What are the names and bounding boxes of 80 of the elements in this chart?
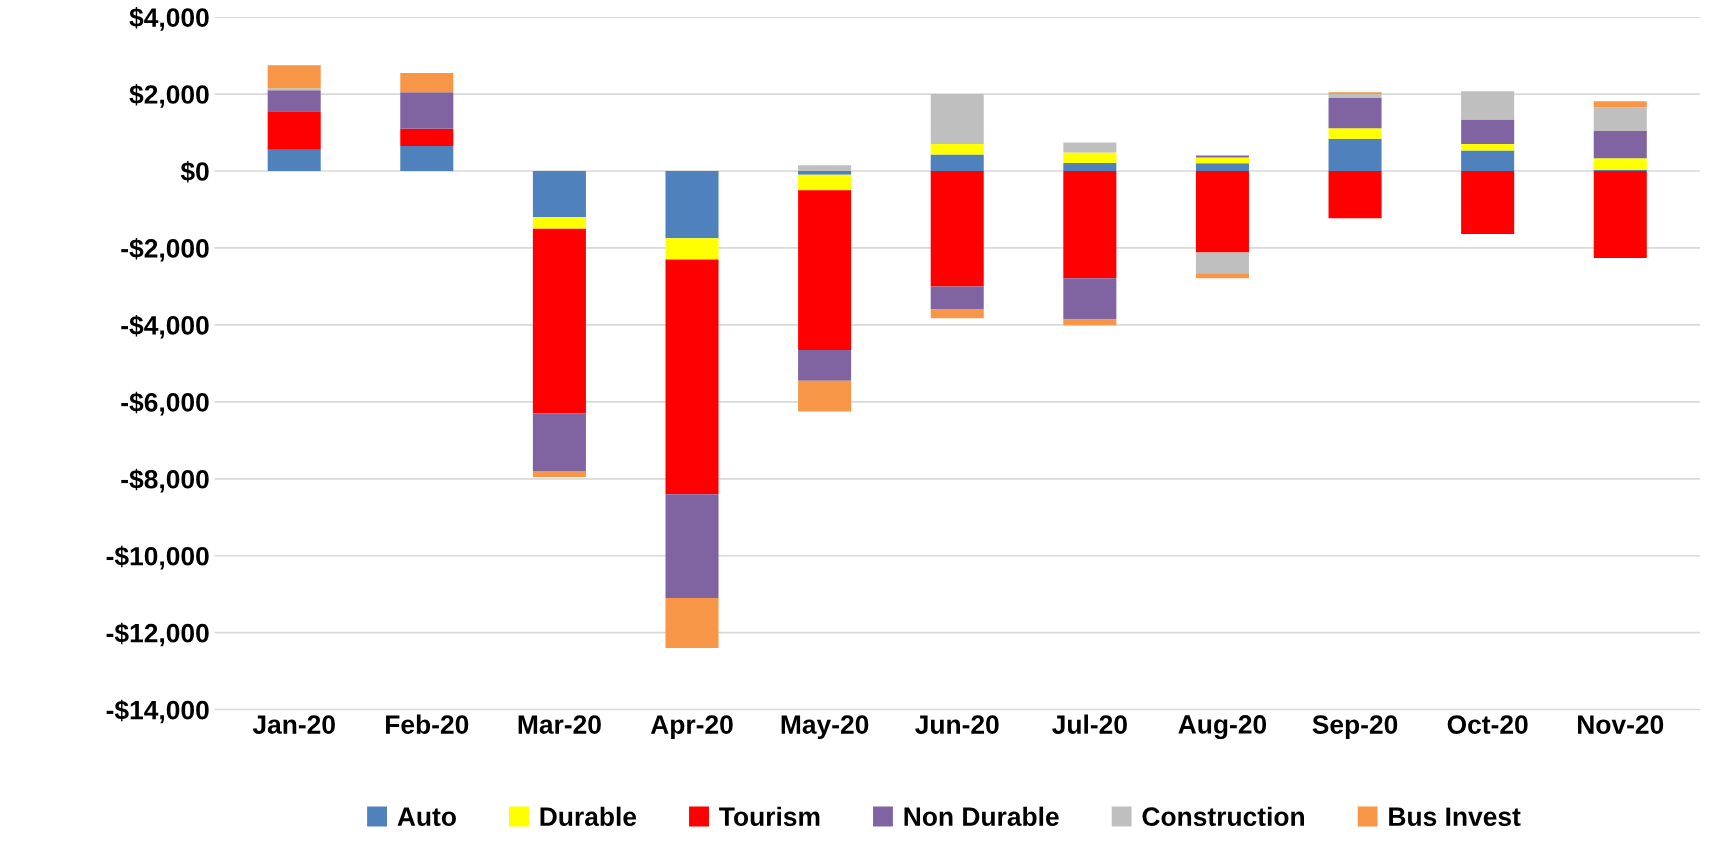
- y-tick-label: -$12,000: [106, 622, 209, 647]
- x-tick-label: May-20: [781, 715, 869, 740]
- bar: [400, 128, 454, 146]
- bar: [267, 90, 321, 112]
- x-tick-label: Jan-20: [252, 715, 335, 734]
- bar: [267, 111, 321, 150]
- legend-label: Durable: [540, 806, 637, 827]
- bar: [665, 598, 719, 649]
- bar: [798, 380, 852, 412]
- y-tick-label: -$2,000: [121, 237, 209, 262]
- bar: [400, 72, 454, 93]
- bar: [1461, 144, 1515, 151]
- bar: [665, 171, 719, 239]
- legend-label: Non Durable: [904, 806, 1059, 827]
- legend-label: Construction: [1142, 806, 1304, 827]
- bar: [1063, 278, 1117, 320]
- bar: [1328, 138, 1382, 171]
- bar: [930, 286, 984, 310]
- y-tick-label: -$8,000: [121, 468, 209, 493]
- bar: [930, 144, 984, 155]
- bar: [1461, 91, 1515, 120]
- bar: [798, 349, 852, 381]
- bar: [400, 92, 454, 129]
- y-tick-label: -$10,000: [106, 545, 209, 570]
- bar: [1461, 171, 1515, 235]
- bar: [1328, 128, 1382, 139]
- bar: [930, 309, 984, 319]
- bar: [1593, 158, 1647, 170]
- x-tick-label: Feb-20: [386, 714, 469, 734]
- bar: [798, 165, 852, 171]
- bar: [267, 65, 321, 89]
- x-tick-label: Jun-20: [915, 715, 999, 734]
- y-tick-label: -$6,000: [121, 391, 209, 416]
- bar: [1195, 252, 1249, 274]
- bar: [1063, 152, 1117, 163]
- x-tick-label: Aug-20: [1178, 715, 1267, 740]
- bar: [665, 259, 719, 495]
- bar: [1593, 101, 1647, 108]
- bar: [267, 149, 321, 171]
- bar: [1195, 171, 1249, 253]
- legend-label: Bus Invest: [1389, 807, 1521, 827]
- bar: [665, 494, 719, 599]
- bar: [1593, 107, 1647, 131]
- bar: [1063, 171, 1117, 279]
- bar: [532, 217, 586, 229]
- bar: [1593, 130, 1647, 159]
- y-tick-label: -$4,000: [121, 314, 209, 339]
- x-tick-label: Mar-20: [518, 715, 601, 734]
- bar: [665, 238, 719, 260]
- bar: [532, 413, 586, 472]
- bar: [1461, 119, 1515, 145]
- bar: [532, 228, 586, 414]
- bar: [798, 174, 852, 191]
- bar: [1195, 163, 1249, 171]
- bar: [532, 171, 586, 218]
- y-tick-label: $4,000: [129, 7, 209, 31]
- x-tick-label: Jul-20: [1052, 714, 1127, 734]
- x-tick-label: Apr-20: [650, 715, 733, 740]
- bar: [400, 145, 454, 171]
- x-tick-label: Oct-20: [1447, 715, 1528, 734]
- x-tick-label: Nov-20: [1578, 715, 1664, 734]
- bar: [1063, 142, 1117, 153]
- bar: [1063, 162, 1117, 171]
- bar: [930, 171, 984, 287]
- bar: [1328, 171, 1382, 219]
- bar: [1328, 97, 1382, 129]
- bar: [1593, 171, 1647, 258]
- bar: [798, 171, 852, 175]
- y-tick-label: $2,000: [129, 84, 209, 108]
- bar: [930, 154, 984, 171]
- y-tick-label: $0: [180, 160, 209, 183]
- bar: [798, 190, 852, 350]
- bar: [532, 471, 586, 477]
- legend-label: Auto: [397, 807, 456, 827]
- x-tick-label: Sep-20: [1312, 715, 1398, 740]
- y-tick-label: -$14,000: [106, 699, 209, 724]
- legend-label: Tourism: [719, 806, 820, 827]
- bar: [1195, 273, 1249, 279]
- bar: [1461, 150, 1515, 171]
- bar: [930, 94, 984, 145]
